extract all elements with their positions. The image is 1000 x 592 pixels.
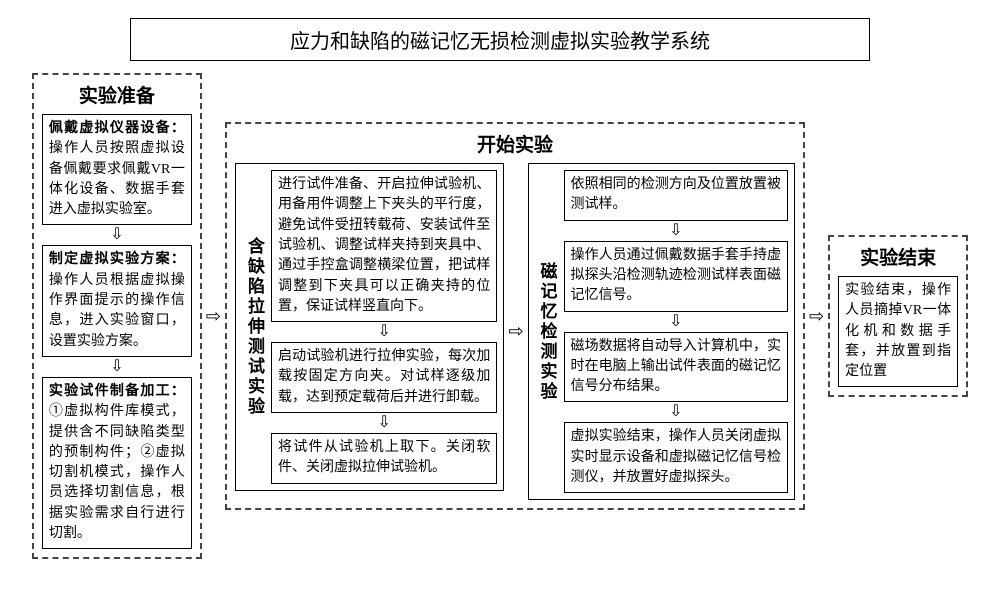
start-left-b3: 将试件从试验机上取下。关闭软件、关闭虚拟拉伸试验机。 <box>271 433 497 484</box>
start-inner-row: 含缺陷拉伸测试实验 进行试件准备、开启拉伸试验机、用备用件调整上下夹头的平行度，… <box>235 163 795 500</box>
prep-box-3-title: 实验试件制备加工： <box>49 384 185 399</box>
prep-box-2: 制定虚拟实验方案： 操作人员根据虚拟操作界面提示的操作信息，进入实验窗口，设置实验… <box>42 245 192 356</box>
prep-box-1-title: 佩戴虚拟仪器设备： <box>49 121 185 136</box>
arrow-right-icon: ⇨ <box>504 321 527 342</box>
prep-box-3: 实验试件制备加工： ①虚拟构件库模式，提供含不同缺陷类型的预制构件；②虚拟切割机模… <box>42 377 192 549</box>
arrow-right-icon: ⇨ <box>805 306 828 327</box>
arrow-down-icon: ⇩ <box>42 225 192 245</box>
arrow-down-icon: ⇩ <box>564 312 788 332</box>
arrow-down-icon: ⇩ <box>271 322 497 342</box>
start-heading: 开始实验 <box>235 130 795 157</box>
start-right-b2: 操作人员通过佩戴数据手套手持虚拟探头沿检测轨迹检测试样表面磁记忆信号。 <box>564 241 788 312</box>
prep-box-1-body: 操作人员按照虚拟设备佩戴要求佩戴VR一体化设备、数据手套进入虚拟实验室。 <box>49 141 185 217</box>
start-left-b2: 启动试验机进行拉伸实验，每次加载按固定方向夹。对试样逐级加载，达到预定载荷后并进… <box>271 342 497 413</box>
prep-box-2-title: 制定虚拟实验方案： <box>49 252 185 267</box>
prep-box-2-body: 操作人员根据虚拟操作界面提示的操作信息，进入实验窗口，设置实验方案。 <box>49 273 185 349</box>
system-title: 应力和缺陷的磁记忆无损检测虚拟实验教学系统 <box>130 18 870 61</box>
start-right-label: 磁记忆检测实验 <box>535 262 564 402</box>
start-left-panel: 含缺陷拉伸测试实验 进行试件准备、开启拉伸试验机、用备用件调整上下夹头的平行度，… <box>235 163 504 491</box>
prep-box-1: 佩戴虚拟仪器设备： 操作人员按照虚拟设备佩戴要求佩戴VR一体化设备、数据手套进入虚… <box>42 114 192 225</box>
arrow-down-icon: ⇩ <box>564 221 788 241</box>
prep-heading: 实验准备 <box>42 81 192 108</box>
arrow-down-icon: ⇩ <box>564 402 788 422</box>
start-left-label: 含缺陷拉伸测试实验 <box>242 237 271 417</box>
end-body: 实验结束，操作人员摘掉VR一体化机和数据手套，并放置到指定位置 <box>838 276 958 387</box>
start-left-b1: 进行试件准备、开启拉伸试验机、用备用件调整上下夹头的平行度，避免试件受扭转载荷、… <box>271 170 497 322</box>
arrow-down-icon: ⇩ <box>42 357 192 377</box>
section-prep: 实验准备 佩戴虚拟仪器设备： 操作人员按照虚拟设备佩戴要求佩戴VR一体化设备、数据… <box>32 73 202 559</box>
prep-box-3-body: ①虚拟构件库模式，提供含不同缺陷类型的预制构件；②虚拟切割机模式，操作人员选择切… <box>49 404 185 541</box>
start-right-panel: 磁记忆检测实验 依照相同的检测方向及位置放置被测试样。 ⇩ 操作人员通过佩戴数据… <box>528 163 795 500</box>
arrow-down-icon: ⇩ <box>271 413 497 433</box>
start-right-b1: 依照相同的检测方向及位置放置被测试样。 <box>564 170 788 221</box>
end-heading: 实验结束 <box>838 243 958 270</box>
start-right-b4: 虚拟实验结束，操作人员关闭虚拟实时显示设备和虚拟磁记忆信号检测仪，并放置好虚拟探… <box>564 422 788 493</box>
section-start: 开始实验 含缺陷拉伸测试实验 进行试件准备、开启拉伸试验机、用备用件调整上下夹头… <box>225 122 805 510</box>
section-end: 实验结束 实验结束，操作人员摘掉VR一体化机和数据手套，并放置到指定位置 <box>828 235 968 397</box>
main-row: 实验准备 佩戴虚拟仪器设备： 操作人员按照虚拟设备佩戴要求佩戴VR一体化设备、数据… <box>18 73 982 559</box>
arrow-right-icon: ⇨ <box>202 306 225 327</box>
start-right-b3: 磁场数据将自动导入计算机中，实时在电脑上输出试件表面的磁记忆信号分布结果。 <box>564 332 788 403</box>
